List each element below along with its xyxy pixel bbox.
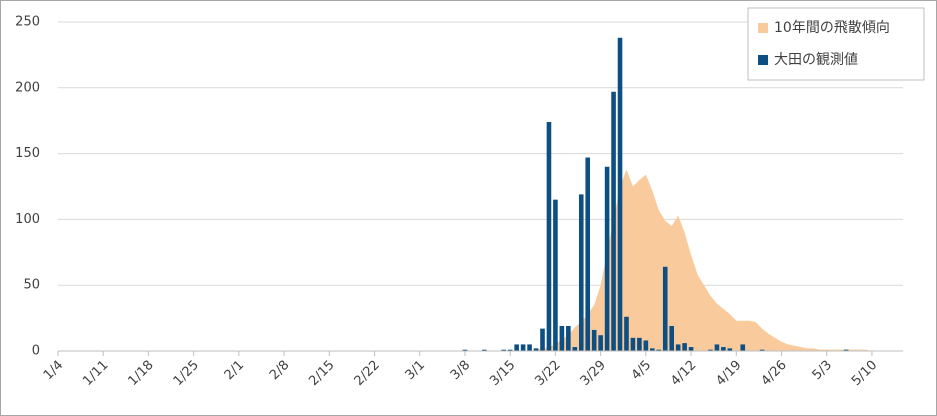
bar xyxy=(656,349,662,351)
bar xyxy=(611,91,616,352)
bar xyxy=(721,347,726,351)
bar xyxy=(637,337,642,351)
bar xyxy=(507,349,513,351)
bar xyxy=(662,266,668,351)
bar xyxy=(598,335,603,351)
legend-label: 大田の観測値 xyxy=(774,51,858,68)
bar xyxy=(650,348,655,351)
bar xyxy=(527,344,532,351)
bar xyxy=(559,325,565,351)
bar xyxy=(624,316,629,351)
bar xyxy=(843,349,849,351)
bar xyxy=(553,199,558,351)
bar xyxy=(533,348,539,351)
y-tick-label: 250 xyxy=(15,15,40,30)
bar xyxy=(669,325,674,351)
bar xyxy=(617,37,623,352)
bar xyxy=(591,329,597,351)
legend-box xyxy=(747,7,925,81)
bar xyxy=(501,349,507,351)
bar xyxy=(708,349,713,351)
bar xyxy=(540,328,545,351)
y-tick-label: 50 xyxy=(23,278,40,293)
bar xyxy=(578,194,584,351)
bar xyxy=(482,349,487,351)
bar xyxy=(604,166,610,351)
bar xyxy=(675,344,681,351)
bar xyxy=(740,344,746,351)
y-tick-label: 200 xyxy=(15,80,40,95)
bar xyxy=(714,344,720,351)
y-tick-label: 100 xyxy=(15,212,40,227)
legend-swatch xyxy=(758,55,768,65)
bar xyxy=(585,157,591,351)
bar xyxy=(727,348,733,351)
legend-swatch xyxy=(758,23,768,33)
bar xyxy=(682,343,687,351)
bar xyxy=(630,337,636,351)
bar xyxy=(514,344,519,351)
bar xyxy=(566,325,571,351)
bar xyxy=(546,122,552,352)
bar xyxy=(520,344,526,351)
y-tick-label: 0 xyxy=(32,344,40,359)
bar xyxy=(572,347,578,351)
y-tick-label: 150 xyxy=(15,146,40,161)
trend-area xyxy=(58,169,898,351)
bar xyxy=(462,349,468,351)
bar xyxy=(759,349,765,351)
bar xyxy=(688,347,694,351)
legend-label: 10年間の飛散傾向 xyxy=(774,20,890,36)
bar xyxy=(643,340,649,351)
